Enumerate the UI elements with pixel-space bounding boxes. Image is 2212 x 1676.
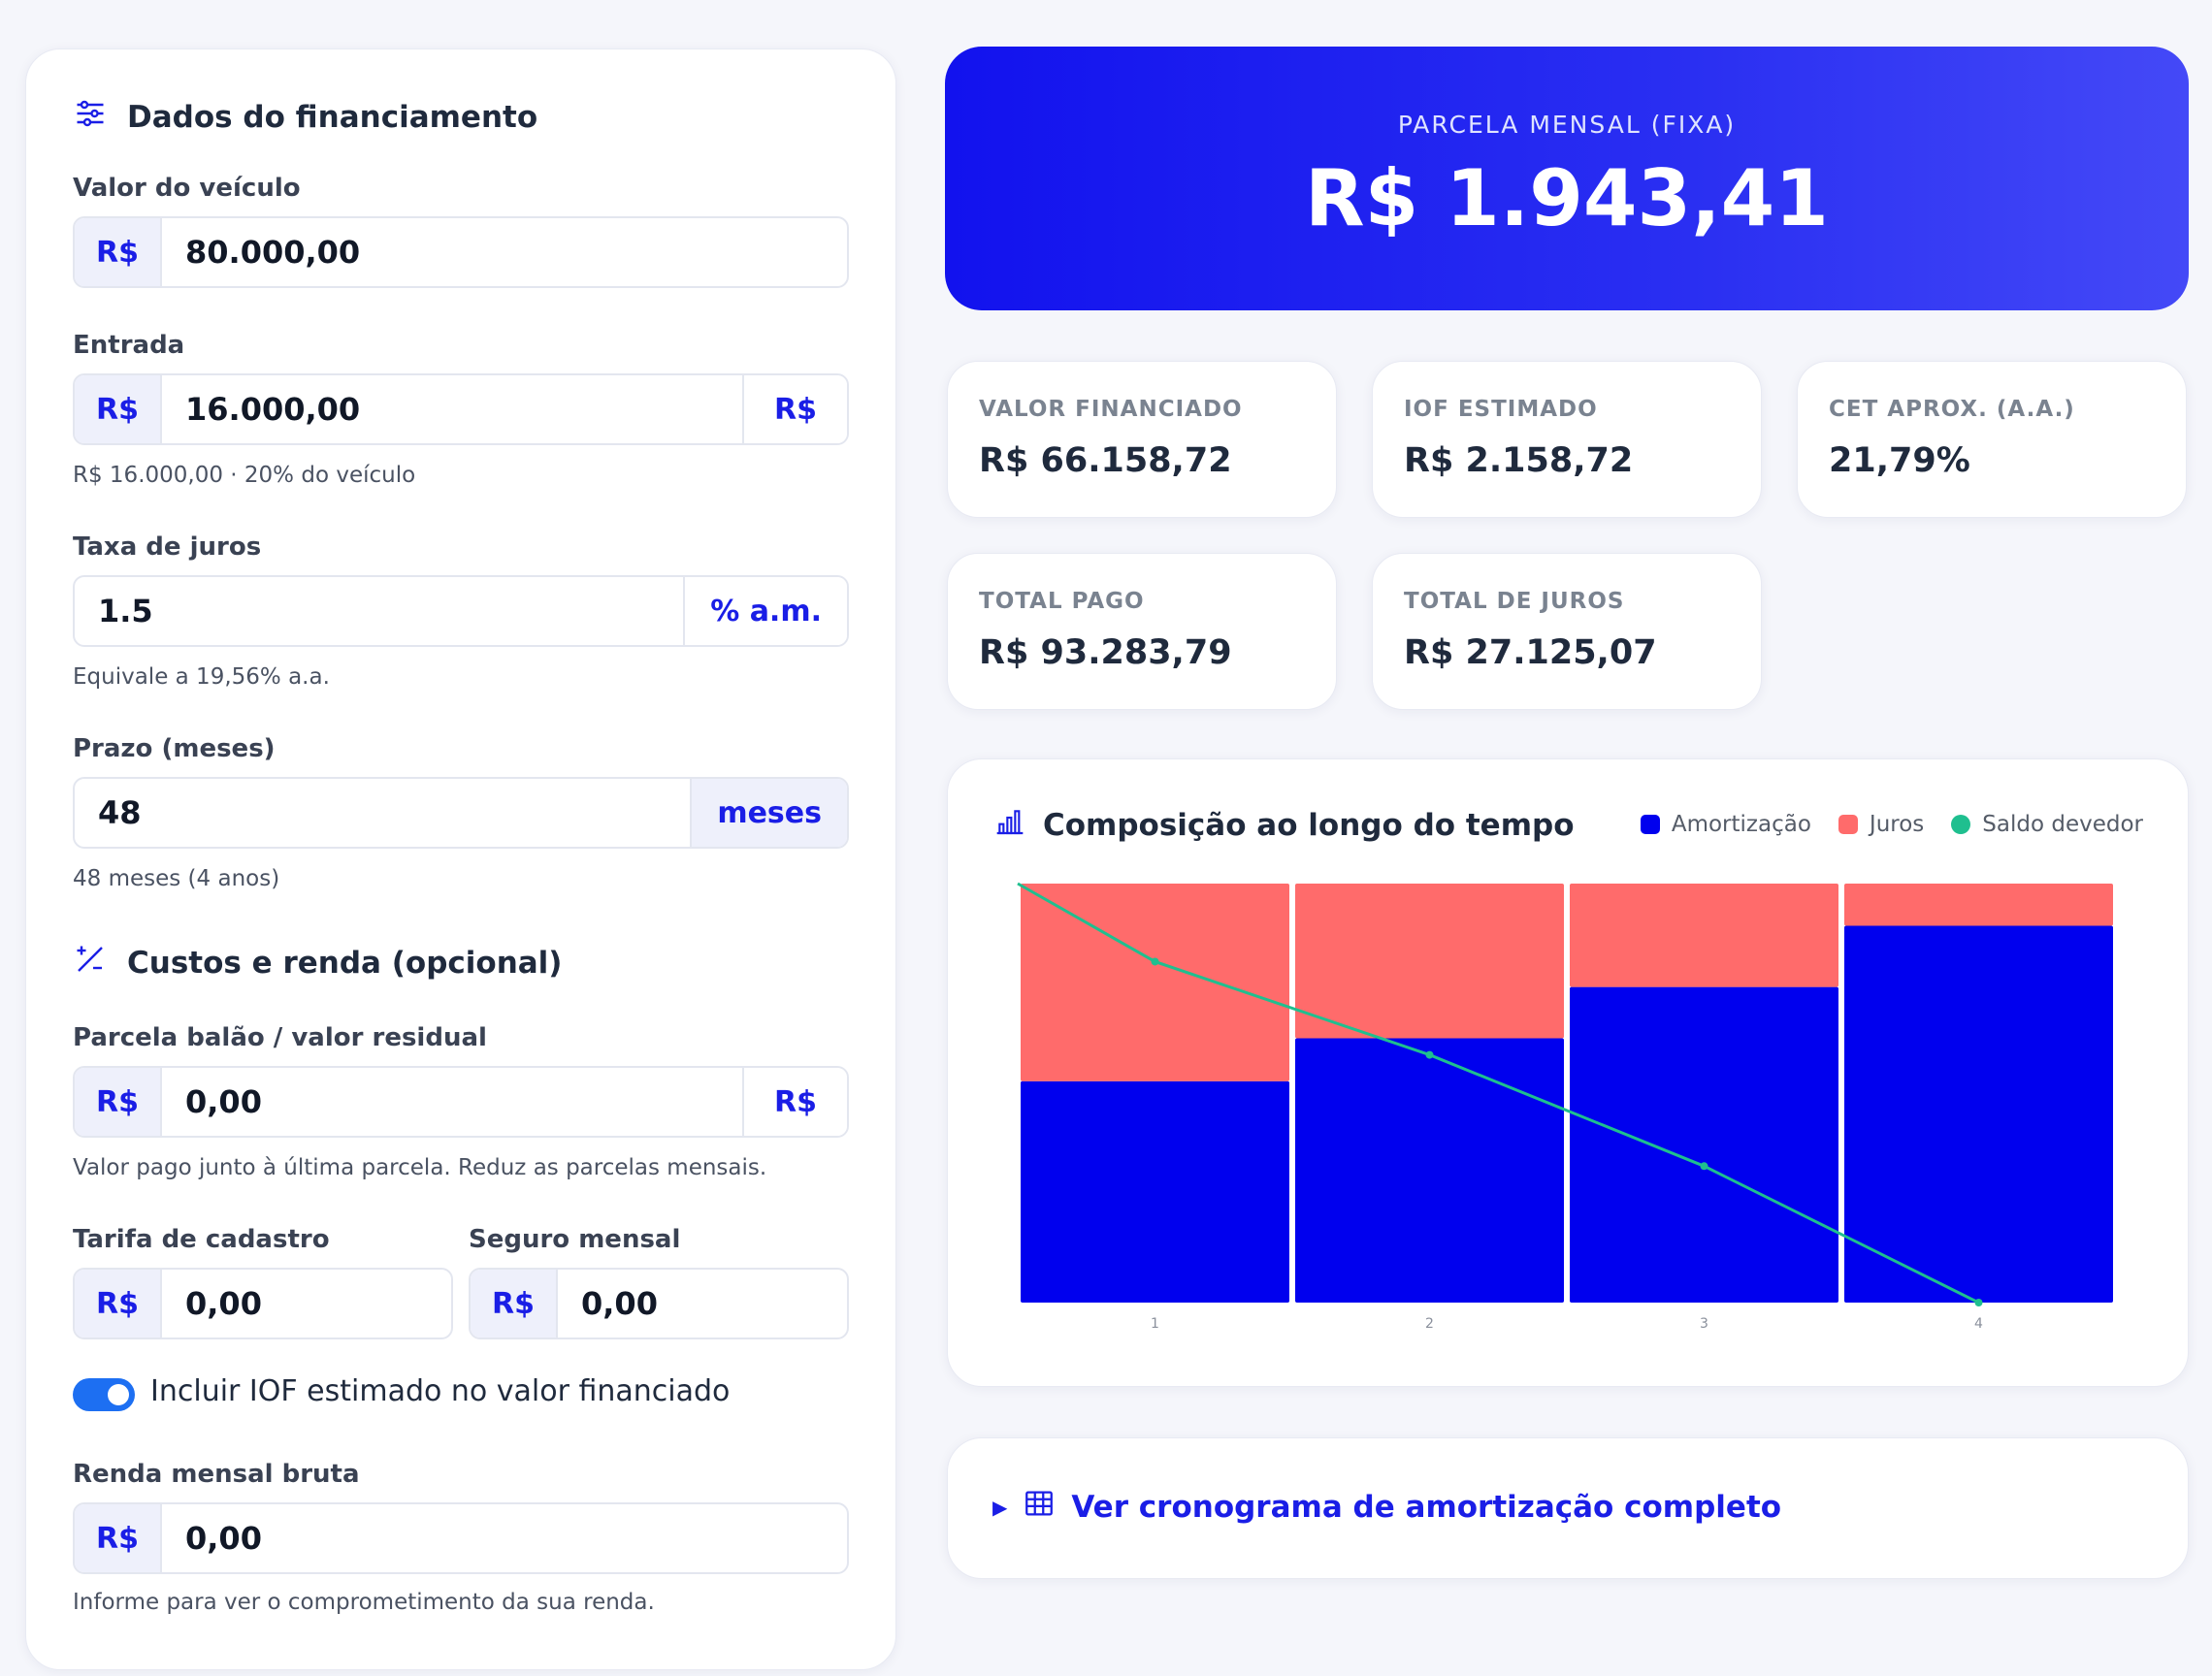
monthly-insurance-input[interactable]: 0,00 <box>581 1285 658 1322</box>
currency-prefix: R$ <box>75 1504 162 1572</box>
balloon-field[interactable]: R$ 0,00 R$ <box>73 1066 849 1138</box>
expand-triangle-icon: ▶ <box>992 1496 1008 1519</box>
term-label: Prazo (meses) <box>73 734 276 763</box>
monthly-payment-caption: PARCELA MENSAL (FIXA) <box>1397 111 1737 139</box>
legend-balance: Saldo devedor <box>1951 812 2143 837</box>
legend-interest: Juros <box>1838 812 1924 837</box>
currency-prefix: R$ <box>75 218 162 286</box>
x-tick-label: 4 <box>1974 1316 1983 1332</box>
iof-toggle[interactable] <box>73 1378 135 1411</box>
balloon-input[interactable]: 0,00 <box>185 1083 262 1120</box>
currency-prefix: R$ <box>75 1270 162 1338</box>
interest-bar <box>1570 884 1838 987</box>
interest-bar <box>1021 884 1289 1081</box>
chart-title: Composição ao longo do tempo <box>994 806 1575 845</box>
monthly-insurance-label: Seguro mensal <box>469 1225 681 1254</box>
interest-rate-field[interactable]: 1.5 % a.m. <box>73 575 849 647</box>
monthly-payment-banner: PARCELA MENSAL (FIXA) R$ 1.943,41 <box>945 47 2189 310</box>
monthly-payment-amount: R$ 1.943,41 <box>1305 153 1829 243</box>
interest-rate-hint: Equivale a 19,56% a.a. <box>73 664 330 690</box>
term-hint: 48 meses (4 anos) <box>73 866 280 891</box>
registration-fee-input[interactable]: 0,00 <box>185 1285 262 1322</box>
vehicle-value-input[interactable]: 80.000,00 <box>185 234 361 271</box>
chart-legend: Amortização Juros Saldo devedor <box>1640 812 2143 837</box>
down-payment-input[interactable]: 16.000,00 <box>185 391 361 428</box>
costs-income-title: Custos e renda (opcional) <box>73 942 562 984</box>
interest-bar <box>1295 884 1564 1039</box>
composition-chart-card: 1 2 3 4 Composição ao longo do tempo Amorti… <box>947 758 2189 1387</box>
balloon-label: Parcela balão / valor residual <box>73 1023 487 1052</box>
amortization-bar <box>1570 986 1838 1303</box>
currency-prefix: R$ <box>75 1068 162 1136</box>
stat-cet: CET APROX. (A.A.) 21,79% <box>1797 361 2187 518</box>
amortization-bar <box>1021 1080 1289 1303</box>
balance-point <box>1700 1162 1708 1171</box>
iof-toggle-label: Incluir IOF estimado no valor financiado <box>150 1374 731 1408</box>
term-input[interactable]: 48 <box>98 794 142 831</box>
monthly-insurance-field[interactable]: R$ 0,00 <box>469 1268 849 1339</box>
income-input[interactable]: 0,00 <box>185 1520 262 1557</box>
sliders-icon <box>73 96 108 139</box>
bar-chart-icon <box>994 806 1025 845</box>
vehicle-value-field[interactable]: R$ 80.000,00 <box>73 216 849 288</box>
balloon-hint: Valor pago junto à última parcela. Reduz… <box>73 1155 767 1180</box>
legend-amortization: Amortização <box>1640 812 1811 837</box>
down-payment-field[interactable]: R$ 16.000,00 R$ <box>73 373 849 445</box>
currency-prefix: R$ <box>471 1270 558 1338</box>
stat-total-paid: TOTAL PAGO R$ 93.283,79 <box>947 553 1337 710</box>
financing-form-card: Dados do financiamento Valor do veículo … <box>25 48 896 1670</box>
composition-chart: 1 2 3 4 <box>1017 882 2113 1332</box>
x-tick-label: 3 <box>1700 1316 1708 1332</box>
stat-iof: IOF ESTIMADO R$ 2.158,72 <box>1372 361 1762 518</box>
amortization-bar <box>1295 1038 1564 1303</box>
interest-rate-input[interactable]: 1.5 <box>98 593 153 629</box>
stat-total-interest: TOTAL DE JUROS R$ 27.125,07 <box>1372 553 1762 710</box>
registration-fee-label: Tarifa de cadastro <box>73 1225 330 1254</box>
balloon-unit-toggle[interactable]: R$ <box>742 1068 847 1136</box>
down-payment-label: Entrada <box>73 331 185 360</box>
interest-bar <box>1844 884 2113 926</box>
down-payment-unit-toggle[interactable]: R$ <box>742 375 847 443</box>
x-tick-label: 2 <box>1425 1316 1434 1332</box>
term-field[interactable]: 48 meses <box>73 777 849 849</box>
schedule-expand-link[interactable]: ▶ Ver cronograma de amortização completo <box>992 1487 1781 1528</box>
financing-data-title: Dados do financiamento <box>73 96 537 139</box>
schedule-card: ▶ Ver cronograma de amortização completo <box>947 1437 2189 1579</box>
down-payment-hint: R$ 16.000,00 · 20% do veículo <box>73 463 416 488</box>
interest-rate-label: Taxa de juros <box>73 532 262 562</box>
registration-fee-field[interactable]: R$ 0,00 <box>73 1268 453 1339</box>
balance-point <box>1151 957 1159 966</box>
amortization-bar <box>1844 925 2113 1303</box>
plus-minus-icon <box>73 942 108 984</box>
interest-rate-unit: % a.m. <box>683 577 847 645</box>
income-field[interactable]: R$ 0,00 <box>73 1502 849 1574</box>
income-hint: Informe para ver o comprometimento da su… <box>73 1590 655 1615</box>
currency-prefix: R$ <box>75 375 162 443</box>
balance-point <box>1974 1299 1983 1306</box>
stat-financed-value: VALOR FINANCIADO R$ 66.158,72 <box>947 361 1337 518</box>
x-tick-label: 1 <box>1151 1316 1159 1332</box>
term-unit: meses <box>690 779 847 847</box>
vehicle-value-label: Valor do veículo <box>73 174 301 203</box>
balance-point <box>1425 1050 1434 1059</box>
income-label: Renda mensal bruta <box>73 1460 360 1489</box>
table-icon <box>1023 1487 1056 1528</box>
